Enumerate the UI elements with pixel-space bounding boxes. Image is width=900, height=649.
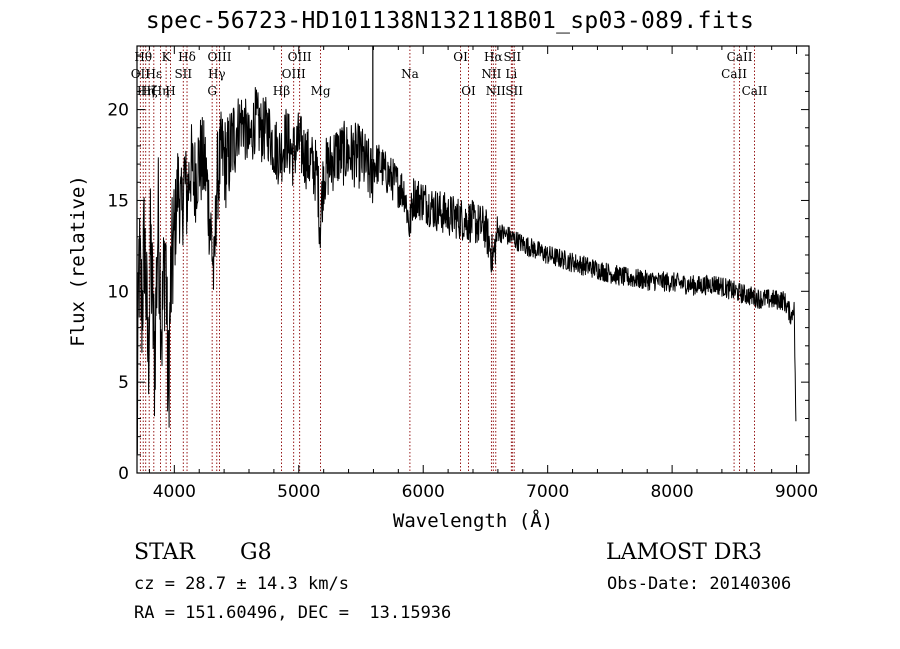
spectral-line-label: CaII: [721, 67, 747, 81]
spectral-line-label: CaII: [727, 50, 753, 64]
spectral-line-label: Hε: [145, 67, 162, 81]
spectral-line-label: SII: [503, 50, 521, 64]
redshift-cz: cz = 28.7 ± 14.3 km/s: [134, 574, 349, 594]
x-tick-label: 9000: [775, 482, 818, 502]
spectral-line-label: Hβ: [273, 84, 290, 98]
y-tick-label: 10: [107, 282, 129, 302]
spectral-line-label: OI: [461, 84, 476, 98]
object-subclass: G8: [240, 540, 272, 565]
x-axis-label: Wavelength (Å): [392, 510, 554, 532]
spectral-line-label: G: [207, 84, 217, 98]
x-tick-label: 4000: [153, 482, 196, 502]
observation-date: Obs-Date: 20140306: [607, 574, 792, 594]
y-axis-label: Flux (relative): [67, 175, 89, 347]
spectral-line-label: Hη: [152, 84, 170, 98]
spectral-line-label: NII: [486, 84, 506, 98]
spectral-line-label: Hζ: [141, 84, 158, 98]
spectral-line-label: OIII: [207, 50, 231, 64]
axis-ticks: 4000 5000 6000 7000 8000 9000 0 5 10 15 20: [107, 46, 818, 502]
spectral-line-label: Mg: [311, 84, 331, 98]
spectral-line-label: Li: [505, 67, 517, 81]
y-tick-label: 20: [107, 101, 129, 121]
y-tick-label: 5: [118, 373, 129, 393]
spectral-line-markers: [139, 46, 755, 473]
spectral-line-label: CaII: [742, 84, 768, 98]
spectral-line-label: Hγ: [208, 67, 226, 81]
coordinates: RA = 151.60496, DEC = 13.15936: [134, 603, 452, 623]
survey-name: LAMOST DR3: [606, 540, 762, 565]
spectral-line-label: Hα: [484, 50, 503, 64]
spectral-line-label: SII: [174, 67, 192, 81]
spectral-line-label: NII: [481, 67, 501, 81]
chart-title: spec-56723-HD101138N132118B01_sp03-089.f…: [145, 8, 755, 34]
spectral-line-label: Na: [401, 67, 419, 81]
x-tick-label: 6000: [402, 482, 445, 502]
x-tick-label: 7000: [526, 482, 569, 502]
spectral-line-label: Hθ: [134, 50, 152, 64]
spectral-line-label: OIII: [282, 67, 306, 81]
spectral-line-label: SII: [505, 84, 523, 98]
y-tick-label: 0: [118, 464, 129, 484]
x-tick-label: 8000: [650, 482, 693, 502]
spectral-line-label: OII: [131, 67, 151, 81]
x-tick-label: 5000: [277, 482, 320, 502]
spectral-line-label: K: [162, 50, 172, 64]
spectral-line-label: OI: [453, 50, 468, 64]
spectral-line-label: Hη: [137, 84, 155, 98]
spectral-line-label: OIII: [288, 50, 312, 64]
spectral-line-label: Hδ: [178, 50, 196, 64]
flux-line: [136, 87, 797, 455]
y-tick-label: 15: [107, 191, 129, 211]
spectral-line-label: H: [165, 84, 175, 98]
flux-series: [136, 46, 797, 455]
object-class: STAR: [134, 540, 195, 565]
